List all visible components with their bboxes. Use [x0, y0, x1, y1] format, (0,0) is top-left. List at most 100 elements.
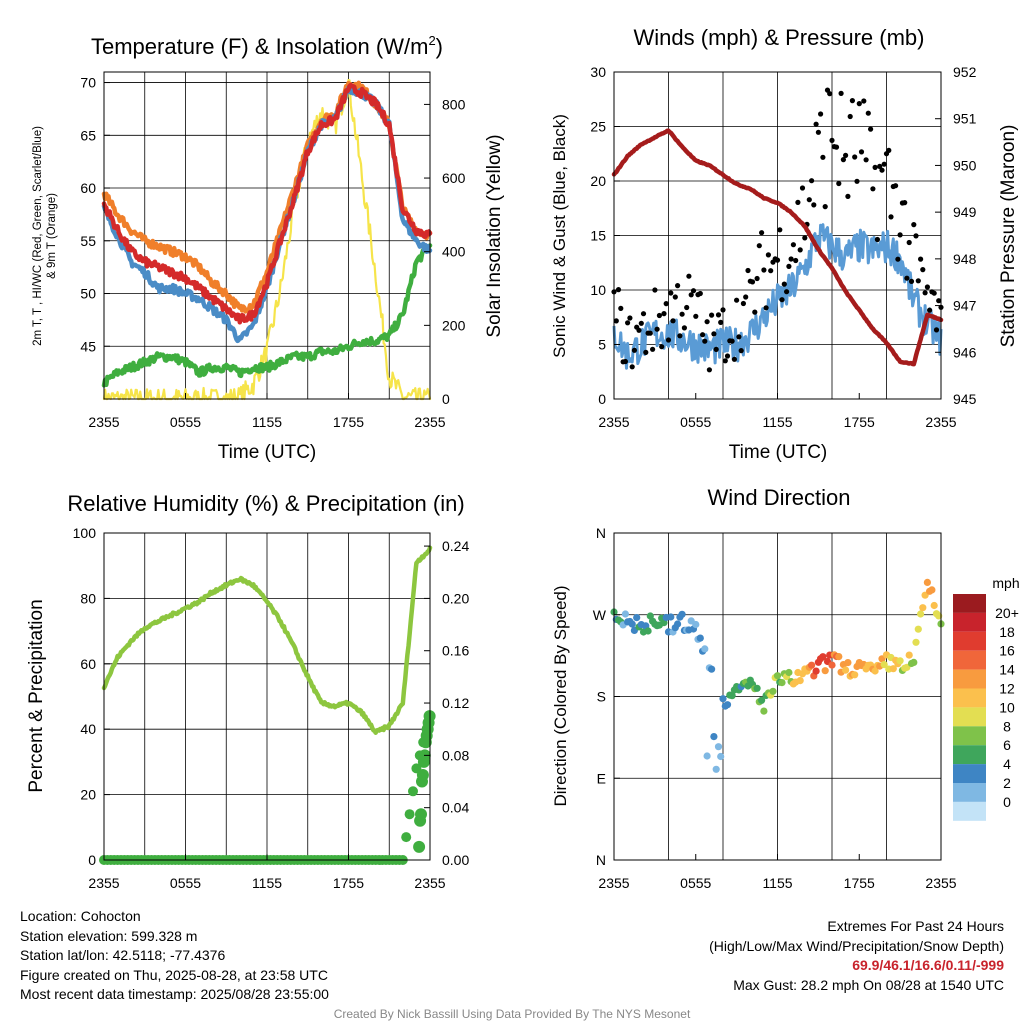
gust-point	[920, 267, 926, 273]
y-tick-label: 25	[590, 119, 606, 135]
x-tick-label: 1155	[762, 875, 792, 891]
direction-point	[819, 653, 827, 661]
temperature-panel-title: Temperature (F) & Insolation (W/m2)	[91, 33, 443, 59]
x-tick-label: 2355	[414, 875, 445, 891]
legend-color-swatch	[953, 594, 986, 613]
gust-point	[627, 315, 633, 321]
y2-tick-label: 945	[953, 391, 977, 407]
gust-point	[756, 243, 762, 249]
legend-label: 6	[1003, 737, 1011, 753]
gust-point	[906, 239, 912, 246]
series-line-station-pressure	[611, 128, 944, 367]
legend-color-swatch	[953, 669, 986, 689]
wind-direction-left-axis-label: Direction (Colored By Speed)	[551, 585, 570, 806]
gust-point	[740, 300, 747, 307]
gust-point	[731, 356, 738, 362]
gust-point	[720, 307, 726, 313]
gust-point	[724, 353, 731, 359]
y2-tick-label: 948	[953, 251, 977, 267]
gust-point	[738, 348, 744, 354]
gust-point	[874, 236, 881, 243]
gust-point	[815, 129, 822, 135]
wind-x-axis-label: Time (UTC)	[729, 442, 828, 463]
gust-point	[729, 338, 735, 344]
temperature-left-axis-label: 2m T, T , HI/WC (Red, Green, Scarlet/Blu…	[32, 126, 44, 346]
direction-point	[712, 765, 720, 773]
humidity-left-axis-label: Percent & Precipitation	[26, 599, 47, 792]
legend-label: 10	[999, 699, 1015, 715]
direction-point	[919, 604, 927, 612]
gust-point	[922, 290, 928, 296]
gust-point	[872, 164, 878, 170]
gust-point	[734, 297, 740, 303]
series-line-solar-insolation-yellow-	[102, 78, 432, 401]
direction-point	[889, 665, 897, 673]
series-line-relative-humidity	[101, 545, 433, 735]
gust-point	[661, 311, 667, 317]
station-location: Location: Cohocton	[20, 908, 141, 924]
wind-panel-title: Winds (mph) & Pressure (mb)	[634, 25, 925, 50]
gust-point	[665, 337, 672, 343]
direction-point	[769, 687, 777, 695]
gust-point	[788, 256, 794, 262]
gust-point	[656, 312, 663, 319]
gust-point	[749, 279, 756, 285]
legend-label: 20+	[995, 605, 1019, 621]
wind-left-axis-label: Sonic Wind & Gust (Blue, Black)	[550, 114, 569, 358]
gust-point	[888, 214, 894, 220]
gust-point	[686, 273, 692, 279]
gust-point	[886, 147, 892, 153]
gust-point	[870, 186, 876, 192]
legend-label: 8	[1003, 718, 1011, 734]
humidity-panel-title: Relative Humidity (%) & Precipitation (i…	[67, 491, 464, 516]
gust-point	[774, 257, 781, 263]
gust-point	[618, 305, 624, 311]
gust-point	[743, 294, 749, 300]
wind-panel: Winds (mph) & Pressure (mb) 0 5 10 15 20 25 30…	[550, 25, 1019, 463]
legend-color-swatch	[953, 783, 986, 802]
gust-point	[625, 320, 631, 326]
y-tick-label: 60	[80, 656, 96, 672]
precip-point	[401, 832, 412, 843]
x-tick-label: 2355	[925, 414, 956, 430]
gust-point	[924, 284, 931, 290]
y-tick-label: 20	[80, 787, 96, 803]
gust-point	[881, 161, 887, 167]
gust-point	[777, 227, 783, 233]
y2-tick-label: 952	[953, 64, 977, 80]
direction-point	[785, 668, 793, 677]
gust-point	[911, 222, 917, 228]
gust-point	[852, 154, 858, 160]
direction-point	[696, 634, 704, 642]
direction-point	[703, 752, 711, 760]
gust-point	[936, 298, 942, 304]
gust-point	[849, 98, 856, 104]
gust-point	[761, 267, 767, 273]
temperature-x-axis-label: Time (UTC)	[218, 442, 317, 463]
y-tick-label: 10	[590, 282, 606, 298]
y2-tick-label: 0.16	[442, 643, 469, 659]
series-line-sonic-wind	[612, 223, 943, 370]
station-latlon: Station lat/lon: 42.5118; -77.4376	[20, 947, 226, 963]
gust-point	[722, 358, 728, 364]
direction-point	[723, 701, 732, 709]
direction-point	[628, 620, 636, 628]
gust-point	[715, 312, 722, 318]
gust-point	[718, 319, 724, 325]
direction-point	[917, 610, 925, 618]
gust-point	[779, 297, 785, 303]
precip-point	[416, 769, 429, 781]
gust-point	[863, 157, 869, 163]
gust-point	[877, 163, 883, 169]
gust-point	[681, 325, 688, 331]
direction-point	[828, 661, 836, 669]
gust-point	[895, 256, 901, 262]
gust-point	[836, 180, 842, 187]
gust-point	[813, 121, 819, 127]
direction-point	[728, 692, 736, 700]
direction-point	[871, 667, 879, 675]
gust-point	[908, 278, 915, 284]
precip-point	[404, 809, 415, 820]
x-tick-label: 2355	[598, 414, 629, 430]
gust-point	[736, 334, 742, 340]
